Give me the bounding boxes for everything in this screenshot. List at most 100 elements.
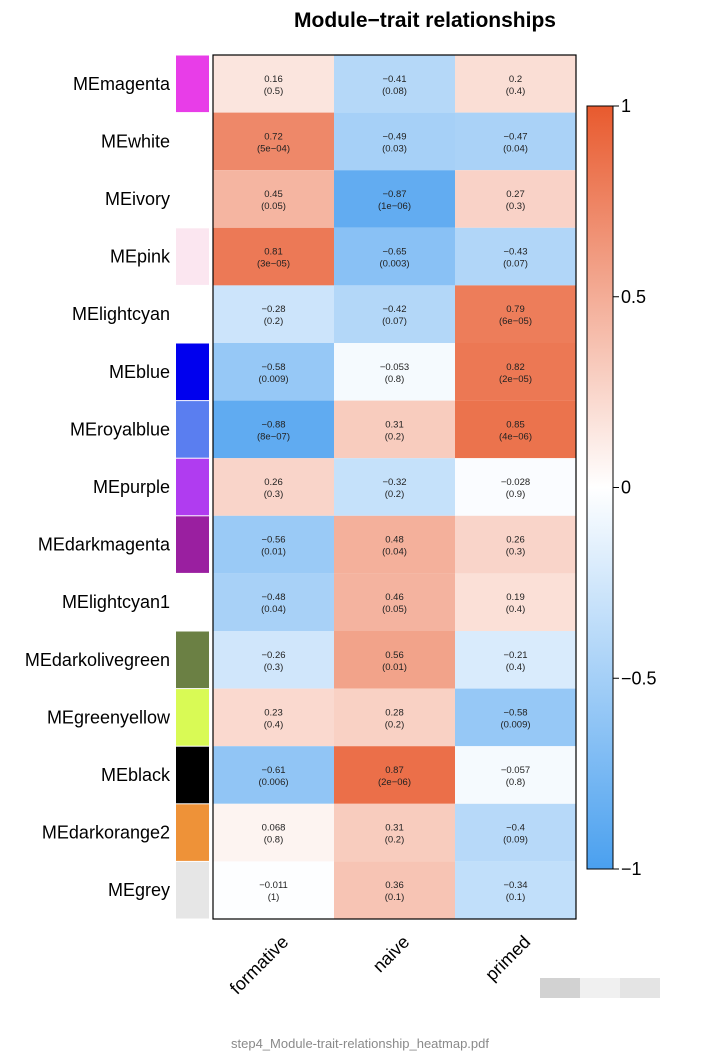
row-label: MEpink [110, 247, 171, 267]
heatmap-cell [213, 631, 334, 689]
cell-pvalue-label: (0.1) [385, 892, 405, 903]
cell-correlation-label: −0.58 [261, 362, 285, 373]
heatmap-cell [334, 803, 455, 862]
row-label: MEdarkmagenta [38, 535, 171, 555]
cell-correlation-label: 0.28 [385, 707, 404, 718]
cell-correlation-label: −0.028 [501, 477, 530, 488]
cell-correlation-label: −0.58 [503, 707, 527, 718]
cell-correlation-label: 0.26 [506, 535, 525, 546]
cell-correlation-label: 0.2 [509, 74, 522, 85]
cell-pvalue-label: (6e−05) [499, 316, 532, 327]
watermark-block [580, 978, 620, 998]
cell-correlation-label: 0.72 [264, 131, 283, 142]
cell-pvalue-label: (0.07) [382, 316, 407, 327]
heatmap-cell [213, 688, 334, 747]
watermark-image [540, 978, 660, 998]
cell-correlation-label: 0.46 [385, 592, 404, 603]
row-label: MEblack [101, 765, 171, 785]
heatmap-cell [213, 112, 334, 171]
module-swatch [176, 689, 209, 746]
heatmap-cell [213, 803, 334, 862]
row-label: MEmagenta [73, 74, 171, 94]
cell-pvalue-label: (3e−05) [257, 259, 290, 270]
heatmap-cell [213, 515, 334, 574]
cell-correlation-label: 0.45 [264, 189, 283, 200]
cell-correlation-label: 0.16 [264, 74, 283, 85]
colorbar-tick-label: −0.5 [621, 668, 657, 688]
heatmap-cell [455, 573, 576, 631]
cell-correlation-label: 0.31 [385, 823, 404, 834]
cell-correlation-label: −0.41 [382, 74, 406, 85]
cell-correlation-label: −0.053 [380, 362, 409, 373]
module-swatch [176, 170, 209, 228]
heatmap-cell [334, 227, 455, 286]
row-label: MEpurple [93, 477, 170, 497]
row-label: MElightcyan1 [62, 592, 170, 612]
cell-correlation-label: 0.82 [506, 362, 525, 373]
cell-pvalue-label: (8e−07) [257, 431, 290, 442]
module-swatch [176, 343, 209, 401]
cell-correlation-label: −0.26 [261, 650, 285, 661]
heatmap-cell [455, 458, 576, 516]
heatmap-cell [455, 515, 576, 574]
heatmap-cell [455, 285, 576, 343]
cell-correlation-label: −0.28 [261, 304, 285, 315]
colorbar-tick-label: −1 [621, 859, 642, 879]
row-label: MEdarkorange2 [42, 823, 170, 843]
row-label: MEdarkolivegreen [25, 650, 170, 670]
heatmap-cell [213, 285, 334, 343]
cell-pvalue-label: (0.2) [264, 316, 284, 327]
cell-pvalue-label: (0.08) [382, 86, 407, 97]
cell-pvalue-label: (0.04) [382, 547, 407, 558]
cell-pvalue-label: (0.04) [261, 604, 286, 615]
heatmap-cell [455, 343, 576, 401]
heatmap-cells: 0.16(0.5)−0.41(0.08)0.2(0.4)0.72(5e−04)−… [213, 55, 576, 919]
cell-pvalue-label: (0.009) [500, 719, 530, 730]
row-labels: MEmagenta MEwhite MEivory MEpink MElightcyan… [25, 74, 171, 900]
module-swatch [176, 516, 209, 573]
cell-pvalue-label: (0.8) [264, 835, 284, 846]
cell-pvalue-label: (0.2) [385, 835, 405, 846]
heatmap-cell [455, 803, 576, 862]
cell-pvalue-label: (0.2) [385, 489, 405, 500]
module-swatch [176, 861, 209, 919]
cell-correlation-label: −0.88 [261, 419, 285, 430]
module-swatch [176, 55, 209, 113]
watermark-block [620, 978, 660, 998]
module-swatch [176, 401, 209, 458]
heatmap-cell [213, 55, 334, 113]
row-label: MEivory [105, 189, 170, 209]
cell-correlation-label: 0.85 [506, 419, 525, 430]
cell-correlation-label: −0.32 [382, 477, 406, 488]
heatmap-cell [213, 227, 334, 286]
heatmap-cell [213, 458, 334, 516]
heatmap-cell [334, 631, 455, 689]
cell-pvalue-label: (0.9) [506, 489, 526, 500]
cell-correlation-label: 0.81 [264, 247, 283, 258]
cell-correlation-label: −0.47 [503, 131, 527, 142]
cell-pvalue-label: (0.8) [506, 777, 526, 788]
colorbar-tick-label: 0 [621, 478, 631, 498]
chart-title: Module−trait relationships [294, 9, 556, 32]
column-label: formative [226, 932, 292, 998]
module-swatch [176, 228, 209, 285]
heatmap-cell [334, 170, 455, 228]
heatmap-cell [334, 400, 455, 459]
heatmap-cell [334, 515, 455, 574]
cell-correlation-label: 0.56 [385, 650, 404, 661]
file-name-caption: step4_Module-trait-relationship_heatmap.… [231, 1036, 489, 1051]
heatmap-cell [455, 861, 576, 919]
heatmap-cell [213, 343, 334, 401]
heatmap-cell [334, 343, 455, 401]
cell-correlation-label: −0.48 [261, 592, 285, 603]
cell-correlation-label: −0.21 [503, 650, 527, 661]
row-label: MEgrey [108, 880, 170, 900]
cell-pvalue-label: (5e−04) [257, 143, 290, 154]
cell-pvalue-label: (0.009) [258, 374, 288, 385]
cell-correlation-label: −0.65 [382, 247, 406, 258]
cell-pvalue-label: (0.1) [506, 892, 526, 903]
heatmap-cell [455, 170, 576, 228]
cell-correlation-label: −0.61 [261, 765, 285, 776]
cell-correlation-label: −0.42 [382, 304, 406, 315]
cell-pvalue-label: (0.03) [382, 143, 407, 154]
